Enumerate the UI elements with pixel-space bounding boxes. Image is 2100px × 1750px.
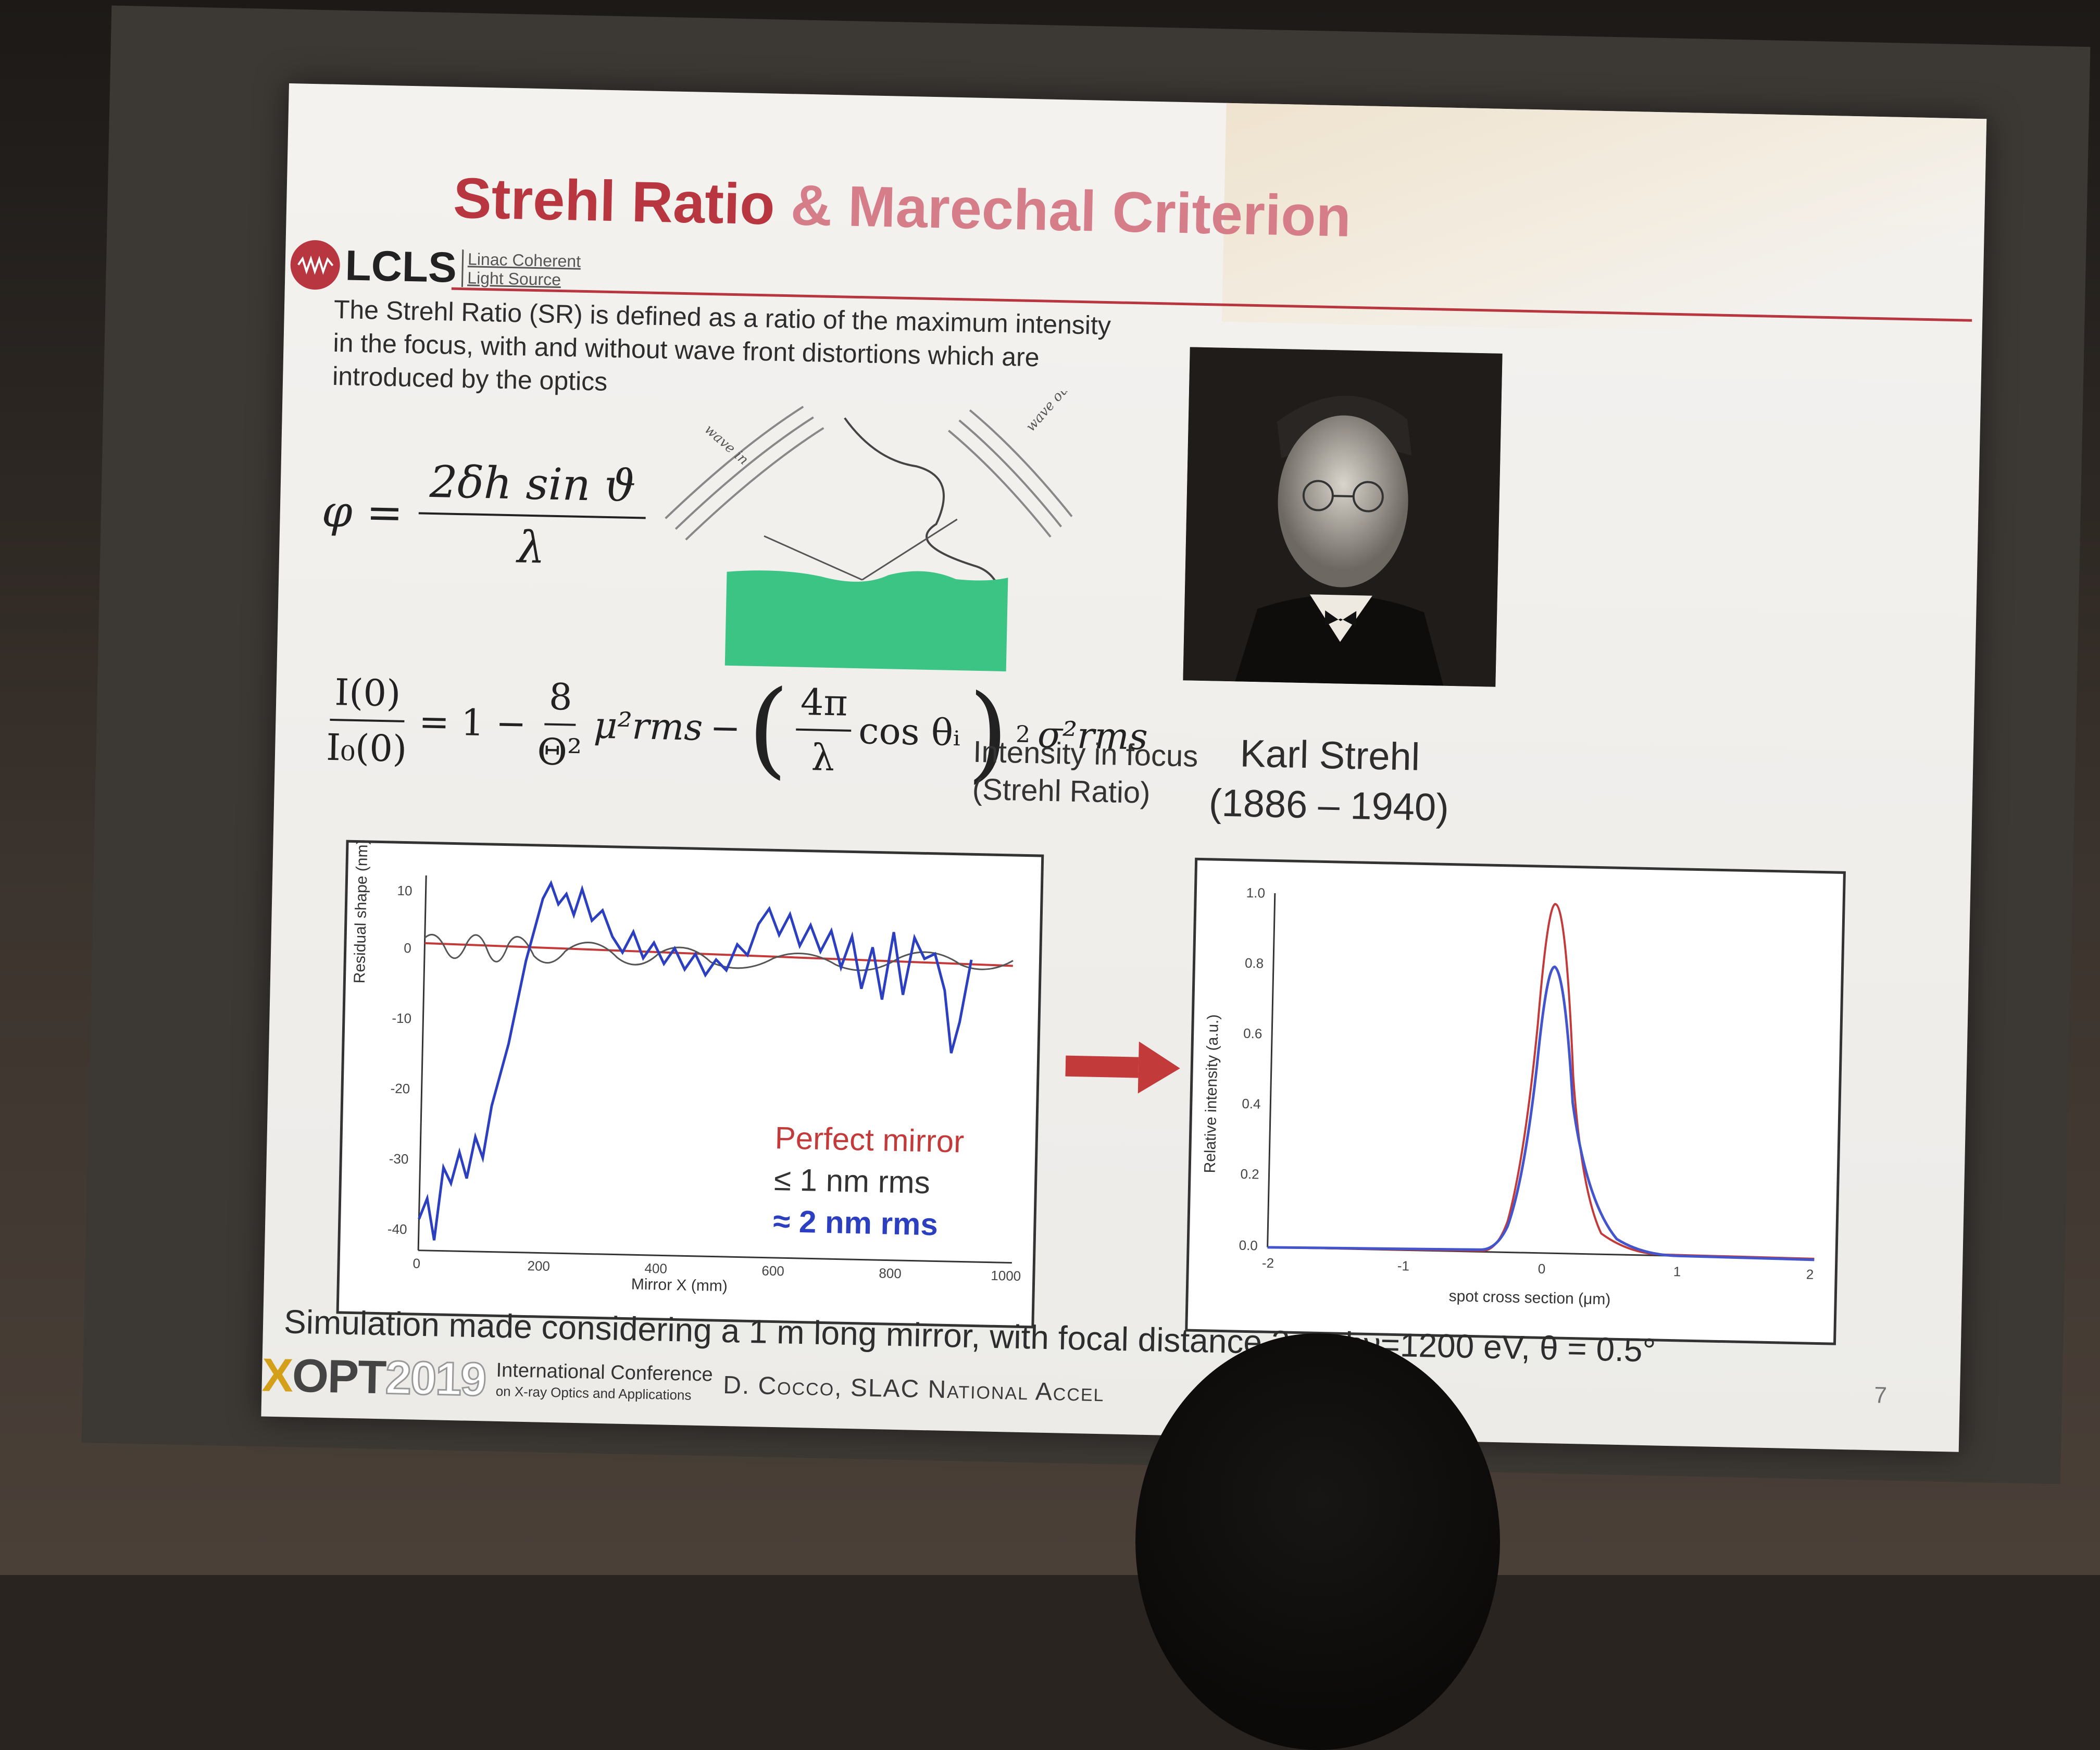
wave-in-label: wave in xyxy=(702,422,752,468)
eq2-lhs: I(0) I₀(0) xyxy=(321,670,413,771)
eq2-cos: cos θᵢ xyxy=(858,709,961,755)
lcls-wave-icon xyxy=(290,240,341,291)
right-ytick: 1.0 xyxy=(1246,884,1266,901)
left-ytick: 10 xyxy=(397,882,413,899)
right-xtick: 1 xyxy=(1673,1264,1681,1280)
left-xtick: 200 xyxy=(527,1258,551,1274)
focus-label: Intensity in focus (Strehl Ratio) xyxy=(972,733,1198,813)
left-ylabel: Residual shape (nm) xyxy=(351,839,371,984)
slide-title: Strehl Ratio & Marechal Criterion xyxy=(453,165,1352,250)
eq1-fraction: 2δh sin ϑ λ xyxy=(417,456,647,575)
title-marechal: & Marechal Criterion xyxy=(774,172,1352,249)
eq2-lhs-den: I₀(0) xyxy=(326,726,408,771)
caption-years: (1886 – 1940) xyxy=(1208,781,1449,829)
xopt-text: OPT xyxy=(292,1349,386,1404)
eq2-minus: − xyxy=(709,706,741,750)
right-xtick: 2 xyxy=(1806,1266,1814,1282)
right-arrow-icon xyxy=(1065,1041,1180,1094)
left-xtick: 800 xyxy=(879,1265,902,1282)
eq2-fraction: 8 Θ² xyxy=(533,675,588,774)
lcls-logo: LCLS Linac Coherent Light Source xyxy=(290,240,581,295)
right-ytick: 0.8 xyxy=(1244,955,1264,971)
page-number: 7 xyxy=(1873,1382,1888,1408)
right-xlabel: spot cross section (μm) xyxy=(1448,1288,1611,1308)
conference-name: International Conference on X-ray Optics… xyxy=(495,1359,713,1406)
logo-sub-line2: Light Source xyxy=(467,268,561,289)
right-ytick: 0.4 xyxy=(1242,1095,1261,1112)
left-xlabel: Mirror X (mm) xyxy=(631,1276,728,1295)
legend-perfect: Perfect mirror xyxy=(774,1120,965,1159)
eq1-lhs: φ = xyxy=(321,485,404,539)
eq2-mu: μ²rms xyxy=(593,704,704,749)
eq2-frac-num: 8 xyxy=(544,675,577,726)
left-xtick: 600 xyxy=(761,1262,785,1279)
footer: XOPT2019 International Conference on X-r… xyxy=(261,1348,1105,1420)
left-legend: Perfect mirror ≤ 1 nm rms ≈ 2 nm rms xyxy=(773,1117,965,1246)
left-xtick: 0 xyxy=(413,1255,421,1271)
caption-name: Karl Strehl xyxy=(1239,731,1420,779)
right-ytick: 0.6 xyxy=(1243,1025,1262,1042)
left-ytick: -30 xyxy=(389,1151,409,1167)
eq1-numerator: 2δh sin ϑ xyxy=(418,456,647,519)
title-strehl: Strehl Ratio xyxy=(453,166,776,237)
right-xtick: 0 xyxy=(1538,1260,1546,1277)
xopt-logo: XOPT2019 xyxy=(261,1348,487,1407)
left-paren: ( xyxy=(746,667,790,790)
audience-head-silhouette xyxy=(1135,1333,1500,1750)
eq2-inner-den: λ xyxy=(811,736,835,780)
left-ytick: 0 xyxy=(403,940,412,956)
residual-shape-plot: Residual shape (nm) Mirror X (mm) 0 200 … xyxy=(336,839,1044,1329)
right-ytick: 0.2 xyxy=(1240,1166,1260,1182)
logo-name: LCLS xyxy=(344,241,457,292)
left-ytick: -10 xyxy=(392,1010,412,1027)
right-ytick: 0.0 xyxy=(1239,1237,1258,1254)
logo-sub-line1: Linac Coherent xyxy=(467,249,581,271)
eq1-denominator: λ xyxy=(517,521,546,573)
left-xtick: 400 xyxy=(644,1260,668,1277)
xopt-x: X xyxy=(261,1349,293,1402)
eq2-inner-fraction: 4π λ xyxy=(795,680,853,780)
slide: Strehl Ratio & Marechal Criterion LCLS L… xyxy=(261,83,1987,1452)
right-xtick: -1 xyxy=(1397,1258,1410,1274)
legend-2nm: ≈ 2 nm rms xyxy=(772,1203,939,1242)
eq2-frac-den: Θ² xyxy=(536,730,582,774)
author-credit: D. Cocco, SLAC National Accel xyxy=(722,1371,1105,1407)
intensity-plot: Relative intensity (a.u.) spot cross sec… xyxy=(1185,857,1846,1345)
eq2-part1: = 1 − xyxy=(418,700,527,745)
right-ylabel: Relative intensity (a.u.) xyxy=(1201,1014,1222,1173)
portrait-caption: Karl Strehl (1886 – 1940) xyxy=(1190,728,1468,833)
left-xtick: 1000 xyxy=(991,1267,1021,1284)
logo-subtitle: Linac Coherent Light Source xyxy=(461,249,581,290)
eq2-inner-num: 4π xyxy=(795,680,853,732)
left-ytick: -20 xyxy=(390,1080,410,1097)
xopt-year: 2019 xyxy=(384,1351,486,1407)
left-ytick: -40 xyxy=(387,1221,407,1238)
karl-strehl-portrait xyxy=(1183,347,1503,687)
focus-line1: Intensity in focus xyxy=(972,734,1198,773)
phase-equation: φ = 2δh sin ϑ λ xyxy=(321,454,647,576)
conf-line2: on X-ray Optics and Applications xyxy=(495,1383,692,1403)
eq2-lhs-num: I(0) xyxy=(330,670,406,722)
focus-line2: (Strehl Ratio) xyxy=(972,772,1151,810)
legend-1nm: ≤ 1 nm rms xyxy=(773,1161,931,1201)
right-xtick: -2 xyxy=(1261,1255,1274,1271)
wavefront-diagram: wave in wave out xyxy=(665,383,1076,672)
